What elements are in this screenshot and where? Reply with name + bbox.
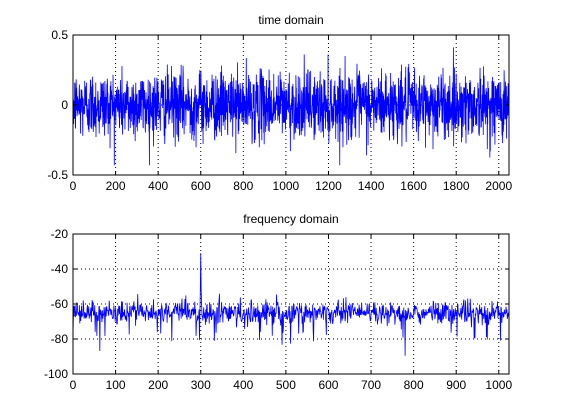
freq-xtick-label: 200: [148, 378, 168, 392]
frequency-domain-ticks: 0 100 200 300 400 500 600 700 800 900 1000 -100 -80 -…: [44, 227, 512, 392]
frequency-domain-series: [73, 253, 509, 356]
time-xtick-label: 1600: [400, 179, 427, 193]
time-domain-axes: time domain 0 200 400 600 800 1000 1200 1400 160…: [47, 13, 512, 193]
freq-xtick-label: 400: [233, 378, 253, 392]
freq-ytick-label: -40: [51, 262, 69, 276]
time-domain-ticks: 0 200 400 600 800 1000 1200 1400 1600 1800 2000 -0.…: [47, 28, 512, 193]
time-xtick-label: 1800: [443, 179, 470, 193]
freq-xtick-label: 0: [70, 378, 77, 392]
frequency-domain-title: frequency domain: [243, 212, 338, 226]
freq-series-line: [73, 253, 509, 356]
freq-xtick-label: 500: [276, 378, 296, 392]
time-xtick-label: 1400: [358, 179, 385, 193]
time-xtick-label: 200: [106, 179, 126, 193]
freq-ytick-label: -80: [51, 332, 69, 346]
freq-ytick-label: -100: [44, 367, 68, 381]
time-xtick-label: 1000: [273, 179, 300, 193]
frequency-domain-axes: frequency domain 0 100 200 300 400 500 600 700 8…: [44, 212, 512, 392]
freq-xtick-label: 300: [191, 378, 211, 392]
freq-xtick-label: 700: [361, 378, 381, 392]
time-ytick-label: 0.5: [51, 28, 68, 42]
freq-xtick-label: 600: [318, 378, 338, 392]
time-xtick-label: 400: [148, 179, 168, 193]
time-series-line: [73, 47, 509, 166]
freq-ytick-label: -60: [51, 297, 69, 311]
time-xtick-label: 600: [191, 179, 211, 193]
time-domain-title: time domain: [258, 13, 323, 27]
frequency-domain-grid: [73, 234, 509, 374]
time-domain-series: [73, 47, 509, 166]
freq-xtick-label: 800: [404, 378, 424, 392]
freq-xtick-label: 900: [446, 378, 466, 392]
freq-xtick-label: 100: [106, 378, 126, 392]
time-xtick-label: 800: [233, 179, 253, 193]
time-ytick-label: 0: [61, 98, 68, 112]
freq-xtick-label: 1000: [485, 378, 512, 392]
time-xtick-label: 2000: [485, 179, 512, 193]
time-xtick-label: 1200: [315, 179, 342, 193]
time-xtick-label: 0: [70, 179, 77, 193]
freq-ytick-label: -20: [51, 227, 69, 241]
time-ytick-label: -0.5: [47, 168, 68, 182]
